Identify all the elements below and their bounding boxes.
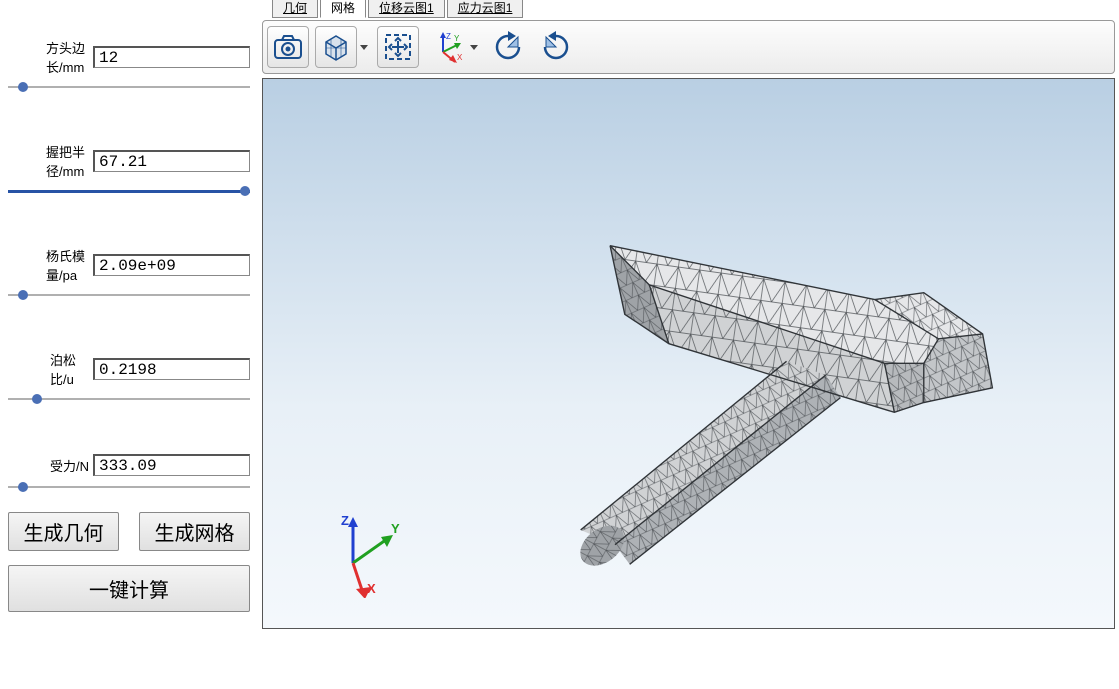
param-row-youngs: 杨氏模量/pa [8, 246, 250, 284]
rotate-ccw-button[interactable] [535, 26, 577, 68]
rotate-cw-icon [491, 30, 525, 64]
axis-z-label: Z [341, 513, 349, 528]
cube-view-dropdown-carat[interactable] [357, 26, 371, 68]
head-len-input[interactable] [93, 46, 250, 68]
tab-geometry[interactable]: 几何 [272, 0, 318, 18]
view-toolbar: Z Y X [262, 20, 1115, 74]
poisson-input[interactable] [93, 358, 250, 380]
param-row-poisson: 泊松比/u [8, 350, 250, 388]
force-input[interactable] [93, 454, 250, 476]
axes-button[interactable]: Z Y X [425, 26, 467, 68]
tab-stress[interactable]: 应力云图1 [447, 0, 524, 18]
view-tabs: 几何 网格 位移云图1 应力云图1 [262, 0, 1119, 18]
grip-rad-input[interactable] [93, 150, 250, 172]
svg-text:X: X [457, 53, 463, 62]
param-row-head-len: 方头边长/mm [8, 38, 250, 76]
param-row-grip-rad: 握把半径/mm [8, 142, 250, 180]
poisson-slider[interactable] [8, 392, 250, 406]
axis-x-label: X [367, 581, 376, 596]
tab-displacement[interactable]: 位移云图1 [368, 0, 445, 18]
head-len-label: 方头边长/mm [8, 38, 93, 76]
right-panel: 几何 网格 位移云图1 应力云图1 [262, 0, 1119, 689]
axes-dropdown[interactable]: Z Y X [425, 26, 481, 68]
viewport-3d[interactable]: Z Y X [262, 78, 1115, 629]
youngs-slider[interactable] [8, 288, 250, 302]
poisson-label: 泊松比/u [8, 350, 93, 388]
fit-view-icon [384, 33, 412, 61]
compute-button[interactable]: 一键计算 [8, 565, 250, 612]
action-button-row: 生成几何 生成网格 [8, 512, 250, 551]
grip-rad-slider[interactable] [8, 184, 250, 198]
youngs-label: 杨氏模量/pa [8, 246, 93, 284]
parameter-panel: 方头边长/mm 握把半径/mm 杨氏模量/pa 泊松比/u 受力/N 生成几何 [0, 0, 262, 689]
rotate-cw-button[interactable] [487, 26, 529, 68]
generate-mesh-button[interactable]: 生成网格 [139, 512, 250, 551]
force-label: 受力/N [8, 456, 93, 475]
axes-icon: Z Y X [429, 30, 463, 64]
grip-rad-label: 握把半径/mm [8, 142, 93, 180]
fit-view-button[interactable] [377, 26, 419, 68]
tab-mesh[interactable]: 网格 [320, 0, 366, 18]
head-len-slider[interactable] [8, 80, 250, 94]
axis-y-label: Y [391, 521, 400, 536]
force-slider[interactable] [8, 480, 250, 494]
generate-geometry-button[interactable]: 生成几何 [8, 512, 119, 551]
rotate-ccw-icon [539, 30, 573, 64]
cube-view-icon [321, 32, 351, 62]
svg-text:Y: Y [454, 34, 460, 43]
axis-indicator: Z Y X [313, 508, 403, 598]
cube-view-dropdown[interactable] [315, 26, 371, 68]
youngs-input[interactable] [93, 254, 250, 276]
param-row-force: 受力/N [8, 454, 250, 476]
cube-view-button[interactable] [315, 26, 357, 68]
axes-dropdown-carat[interactable] [467, 26, 481, 68]
camera-icon [274, 35, 302, 59]
svg-text:Z: Z [446, 32, 451, 41]
screenshot-button[interactable] [267, 26, 309, 68]
